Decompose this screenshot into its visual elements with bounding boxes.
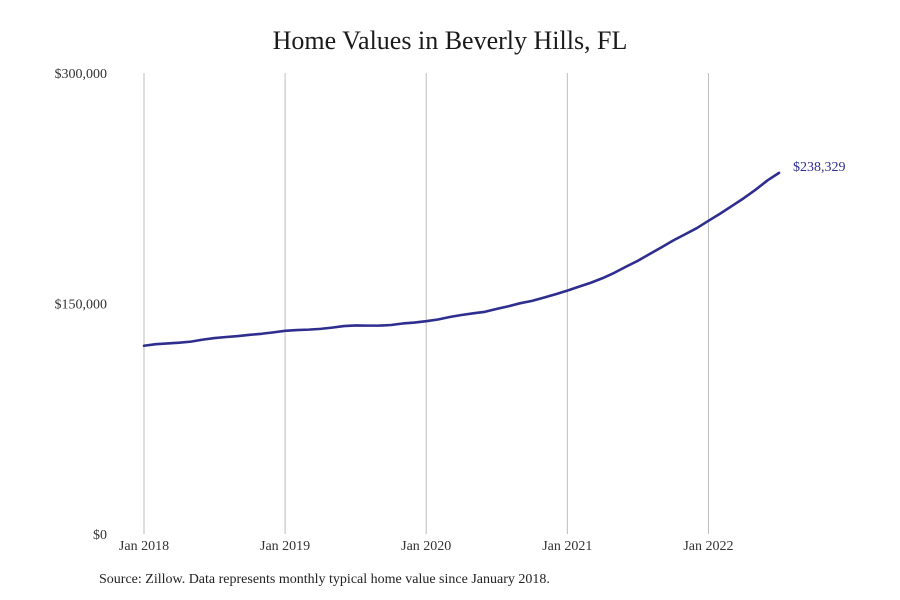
- x-tick-label: Jan 2019: [260, 539, 310, 554]
- x-tick-label: Jan 2020: [401, 539, 451, 554]
- end-value-labels: $238,329: [793, 160, 846, 175]
- series-lines: [142, 171, 781, 348]
- series-line: [142, 171, 781, 348]
- y-axis-tick-labels: $0 $150,000 $300,000: [55, 67, 108, 543]
- x-gridlines: [143, 73, 709, 534]
- x-tick-label: Jan 2021: [542, 539, 592, 554]
- chart-title: Home Values in Beverly Hills, FL: [272, 26, 628, 55]
- y-tick-label: $150,000: [55, 298, 108, 313]
- source-note: Source: Zillow. Data represents monthly …: [99, 572, 550, 587]
- x-axis-tick-labels: Jan 2018 Jan 2019 Jan 2020 Jan 2021 Jan 2022: [119, 539, 734, 554]
- end-value-label: $238,329: [793, 160, 846, 175]
- y-tick-label: $0: [93, 528, 107, 543]
- y-tick-label: $300,000: [55, 67, 108, 82]
- x-tick-label: Jan 2018: [119, 539, 169, 554]
- x-tick-label: Jan 2022: [683, 539, 733, 554]
